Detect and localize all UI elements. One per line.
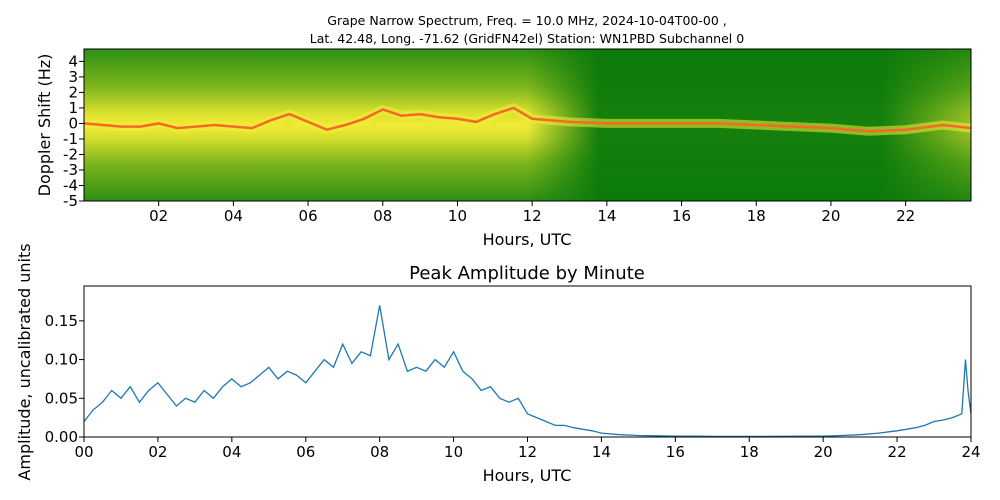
amplitude-x-tick-label: 04 xyxy=(222,443,241,461)
spectrogram-peak-trace xyxy=(84,102,971,136)
amplitude-x-tick-label: 10 xyxy=(444,443,463,461)
spectrogram-y-tick-label: -1 xyxy=(63,130,78,148)
spectrogram-x-tick-label: 04 xyxy=(224,207,243,225)
amplitude-y-ticks: 0.00 0.05 0.10 0.15 xyxy=(45,312,84,446)
amplitude-y-tick-label: 0.00 xyxy=(45,428,78,446)
amplitude-y-axis-label: Amplitude, uncalibrated units xyxy=(15,243,34,480)
figure-title-line2: Lat. 42.48, Long. -71.62 (GridFN42el) St… xyxy=(310,31,744,46)
spectrogram-y-tick-label: -5 xyxy=(63,192,78,210)
amplitude-y-tick-label: 0.10 xyxy=(45,351,78,369)
amplitude-chart-title: Peak Amplitude by Minute xyxy=(409,263,645,284)
spectrogram-y-tick-label: -4 xyxy=(63,176,78,194)
spectrogram-x-tick-label: 22 xyxy=(896,207,915,225)
spectrogram-y-tick-label: -2 xyxy=(63,145,78,163)
spectrogram-x-tick-label: 14 xyxy=(597,207,616,225)
amplitude-panel: Peak Amplitude by Minute 00 02 04 06 08 10 12 1… xyxy=(15,243,981,485)
spectrogram-y-tick-label: 1 xyxy=(68,99,78,117)
amplitude-x-tick-label: 20 xyxy=(814,443,833,461)
amplitude-x-tick-label: 02 xyxy=(148,443,167,461)
amplitude-x-tick-label: 08 xyxy=(370,443,389,461)
amplitude-x-ticks: 00 02 04 06 08 10 12 14 16 18 20 22 24 xyxy=(74,437,981,461)
spectrogram-x-tick-label: 16 xyxy=(672,207,691,225)
amplitude-x-tick-label: 18 xyxy=(740,443,759,461)
spectrogram-x-axis-label: Hours, UTC xyxy=(483,230,572,249)
spectrogram-x-tick-label: 12 xyxy=(523,207,542,225)
amplitude-x-tick-label: 12 xyxy=(518,443,537,461)
figure-title-line1: Grape Narrow Spectrum, Freq. = 10.0 MHz,… xyxy=(327,13,726,28)
spectrogram-x-tick-label: 20 xyxy=(821,207,840,225)
spectrogram-x-tick-label: 08 xyxy=(373,207,392,225)
amplitude-y-tick-label: 0.15 xyxy=(45,312,78,330)
spectrogram-y-tick-label: 3 xyxy=(68,68,78,86)
amplitude-x-tick-label: 14 xyxy=(592,443,611,461)
spectrogram-frame xyxy=(83,48,972,202)
spectrogram-x-tick-label: 06 xyxy=(299,207,318,225)
amplitude-y-tick-label: 0.05 xyxy=(45,389,78,407)
amplitude-x-tick-label: 00 xyxy=(74,443,93,461)
spectrogram-trace-line xyxy=(84,106,971,133)
spectrogram-x-tick-label: 02 xyxy=(149,207,168,225)
spectrogram-y-tick-label: 2 xyxy=(68,83,78,101)
spectrogram-y-tick-label: 0 xyxy=(68,114,78,132)
spectrogram-y-tick-label: 4 xyxy=(68,52,78,70)
spectrogram-x-tick-label: 18 xyxy=(747,207,766,225)
spectrogram-y-axis-label: Doppler Shift (Hz) xyxy=(35,54,54,197)
amplitude-x-tick-label: 24 xyxy=(961,443,980,461)
amplitude-x-tick-label: 16 xyxy=(666,443,685,461)
spectrogram-x-ticks: 02 04 06 08 10 12 14 16 18 20 22 xyxy=(149,201,915,225)
amplitude-series-line xyxy=(84,305,971,437)
amplitude-x-tick-label: 06 xyxy=(296,443,315,461)
amplitude-x-tick-label: 22 xyxy=(888,443,907,461)
amplitude-x-axis-label: Hours, UTC xyxy=(483,466,572,485)
spectrogram-y-tick-label: -3 xyxy=(63,161,78,179)
spectrogram-x-tick-label: 10 xyxy=(448,207,467,225)
